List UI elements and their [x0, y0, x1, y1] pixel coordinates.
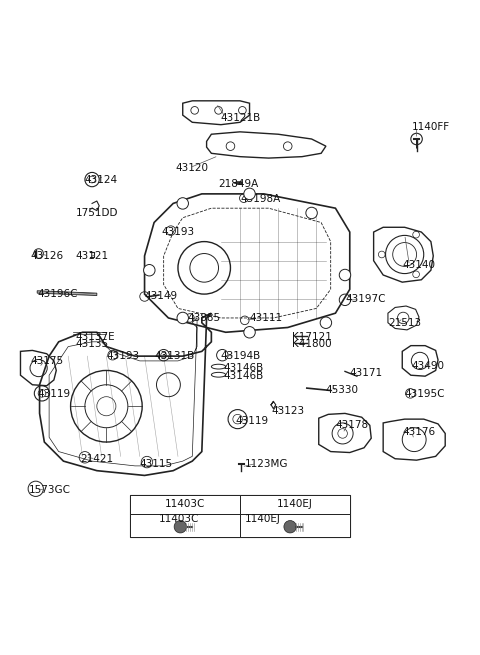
Text: 43115: 43115 — [140, 458, 173, 468]
Text: 43123: 43123 — [271, 406, 304, 416]
Text: 43137E: 43137E — [75, 332, 115, 342]
Circle shape — [320, 317, 332, 328]
Text: 43197C: 43197C — [345, 294, 385, 304]
Text: 1123MG: 1123MG — [245, 458, 288, 468]
Text: 21421: 21421 — [80, 454, 113, 464]
Text: 43193: 43193 — [107, 351, 140, 361]
Text: 1751DD: 1751DD — [75, 208, 118, 218]
Text: 43175: 43175 — [30, 356, 63, 366]
Text: 43140: 43140 — [402, 261, 435, 271]
Text: 43490: 43490 — [412, 361, 445, 371]
Text: 21849A: 21849A — [218, 179, 259, 189]
Text: 43121B: 43121B — [221, 113, 261, 122]
Text: K17121: K17121 — [292, 332, 332, 342]
Text: 21513: 21513 — [388, 318, 421, 328]
Circle shape — [284, 521, 296, 533]
Circle shape — [174, 521, 187, 533]
Bar — [130, 514, 240, 538]
Bar — [240, 495, 350, 514]
Text: 43135: 43135 — [75, 339, 108, 349]
Text: 45330: 45330 — [326, 384, 359, 394]
Text: 43124: 43124 — [85, 175, 118, 185]
Text: 43193: 43193 — [161, 227, 194, 237]
Text: 1140EJ: 1140EJ — [245, 514, 281, 525]
Circle shape — [144, 265, 155, 276]
Text: 43121: 43121 — [75, 251, 108, 261]
Text: 43131B: 43131B — [154, 351, 194, 361]
Circle shape — [244, 188, 255, 200]
Text: 43119: 43119 — [37, 389, 70, 400]
Text: 43194B: 43194B — [221, 351, 261, 361]
Bar — [130, 495, 350, 538]
Circle shape — [339, 269, 351, 281]
Text: 43126: 43126 — [30, 251, 63, 261]
Circle shape — [177, 312, 189, 324]
Text: 11403C: 11403C — [159, 514, 199, 525]
Text: 43885: 43885 — [188, 313, 221, 323]
Bar — [130, 495, 240, 514]
Bar — [240, 514, 350, 538]
Polygon shape — [37, 291, 97, 295]
Text: 43146B: 43146B — [223, 371, 264, 381]
Text: 43111: 43111 — [250, 313, 283, 323]
Text: 43176: 43176 — [402, 428, 435, 438]
Text: 1140EJ: 1140EJ — [277, 499, 313, 510]
Text: 43119: 43119 — [235, 415, 268, 426]
Text: 43146B: 43146B — [223, 363, 264, 373]
Text: 43178: 43178 — [336, 421, 369, 430]
Text: 43196C: 43196C — [37, 289, 78, 299]
Text: 43171: 43171 — [350, 368, 383, 378]
Circle shape — [244, 327, 255, 338]
Text: 1573GC: 1573GC — [29, 485, 71, 495]
Text: 43149: 43149 — [144, 291, 178, 301]
Text: K41800: K41800 — [292, 339, 332, 349]
Text: 43120: 43120 — [176, 162, 209, 173]
Bar — [236, 181, 241, 184]
Text: 11403C: 11403C — [165, 499, 205, 510]
Circle shape — [177, 198, 189, 209]
Text: 1140FF: 1140FF — [412, 122, 450, 132]
Text: 43198A: 43198A — [240, 194, 280, 204]
Circle shape — [306, 207, 317, 219]
Text: 43195C: 43195C — [405, 389, 445, 400]
